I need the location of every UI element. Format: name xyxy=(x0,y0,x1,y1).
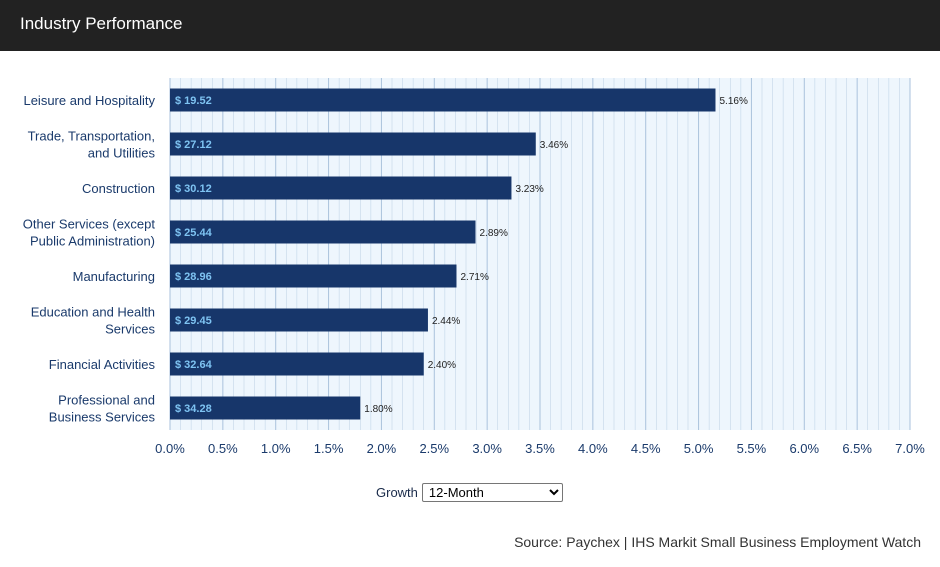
value-label: 1.80% xyxy=(364,404,392,415)
x-tick-label: 5.5% xyxy=(737,441,767,456)
value-label: 5.16% xyxy=(719,96,747,107)
bar xyxy=(170,88,716,112)
x-tick-label: 1.5% xyxy=(314,441,344,456)
bar xyxy=(170,352,424,376)
x-tick-label: 4.0% xyxy=(578,441,608,456)
x-tick-label: 7.0% xyxy=(895,441,925,456)
category-label: and Utilities xyxy=(88,146,156,161)
value-label: 2.40% xyxy=(428,360,456,371)
bar xyxy=(170,396,361,420)
category-label: Leisure and Hospitality xyxy=(23,93,155,108)
value-label: 2.71% xyxy=(460,272,488,283)
bar-label: $ 28.96 xyxy=(175,271,212,283)
bar-label: $ 30.12 xyxy=(175,183,212,195)
value-label: 3.46% xyxy=(540,140,568,151)
bar-label: $ 19.52 xyxy=(175,95,212,107)
bar-chart: $ 19.52 5.16% Leisure and Hospitality $ 27.… xyxy=(23,78,925,456)
growth-select[interactable]: 12-Month xyxy=(421,482,563,502)
x-tick-label: 6.0% xyxy=(789,441,819,456)
category-label: Business Services xyxy=(49,410,156,425)
bar xyxy=(170,308,428,332)
bar-label: $ 27.12 xyxy=(175,139,212,151)
bar xyxy=(170,132,536,156)
category-label: Other Services (except xyxy=(23,217,156,232)
category-label: Education and Health xyxy=(31,305,155,320)
x-tick-label: 0.0% xyxy=(155,441,185,456)
bar xyxy=(170,176,512,200)
bar-label: $ 29.45 xyxy=(175,315,212,327)
growth-label: Growth xyxy=(376,484,418,500)
category-label: Services xyxy=(105,322,155,337)
x-tick-label: 1.0% xyxy=(261,441,291,456)
category-label: Manufacturing xyxy=(73,269,155,284)
growth-control: Growth 12-Month xyxy=(376,482,563,502)
category-label: Professional and xyxy=(58,393,155,408)
header-bar: Industry Performance xyxy=(0,0,940,51)
source-note: Source: Paychex | IHS Markit Small Busin… xyxy=(514,534,921,550)
x-tick-label: 4.5% xyxy=(631,441,661,456)
x-tick-label: 2.5% xyxy=(419,441,449,456)
page-title: Industry Performance xyxy=(20,14,183,33)
category-label: Trade, Transportation, xyxy=(28,129,155,144)
x-tick-label: 5.0% xyxy=(684,441,714,456)
category-label: Financial Activities xyxy=(49,357,156,372)
value-label: 3.23% xyxy=(515,184,543,195)
category-label: Construction xyxy=(82,181,155,196)
value-label: 2.89% xyxy=(480,228,508,239)
bar-label: $ 25.44 xyxy=(175,227,213,239)
bar xyxy=(170,264,457,288)
category-label: Public Administration) xyxy=(30,234,155,249)
value-label: 2.44% xyxy=(432,316,460,327)
x-tick-label: 3.5% xyxy=(525,441,555,456)
x-tick-label: 0.5% xyxy=(208,441,238,456)
x-tick-label: 6.5% xyxy=(842,441,872,456)
x-tick-label: 2.0% xyxy=(367,441,397,456)
x-tick-label: 3.0% xyxy=(472,441,502,456)
bar-label: $ 34.28 xyxy=(175,403,212,415)
bar-label: $ 32.64 xyxy=(175,359,213,371)
bar xyxy=(170,220,476,244)
